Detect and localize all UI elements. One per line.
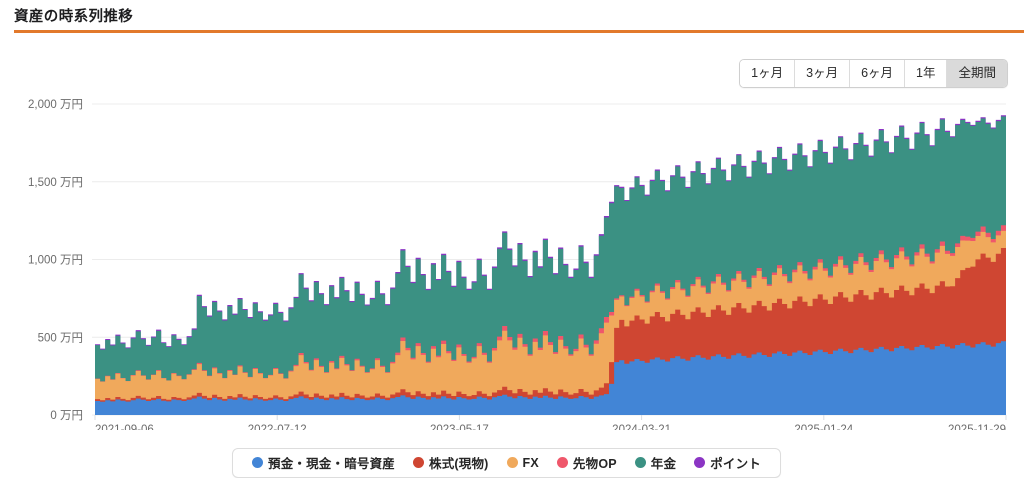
legend-swatch-futures-options	[556, 457, 568, 468]
legend-swatch-fx	[506, 457, 518, 468]
x-axis-tick-label: 2022-07-12	[248, 424, 307, 430]
legend-item-pension[interactable]: 年金	[634, 453, 677, 472]
x-axis-tick-label: 2021-09-06	[95, 424, 154, 430]
y-axis-tick-label: 1,500 万円	[28, 177, 83, 189]
title-accent-divider	[14, 30, 1024, 33]
chart-plot-area[interactable]: 0 万円 500 万円 1,000 万円 1,500 万円 2,000 万円 2021-…	[0, 90, 1024, 430]
legend-label-pension: 年金	[650, 457, 677, 471]
y-axis-tick-label: 2,000 万円	[28, 99, 83, 111]
chart-legend[interactable]: 預金・現金・暗号資産 株式(現物) FX 先物OP 年金 ポイント	[232, 448, 782, 478]
page-title: 資産の時系列推移	[14, 9, 134, 25]
stacked-area-chart[interactable]: 0 万円 500 万円 1,000 万円 1,500 万円 2,000 万円 2021-…	[0, 90, 1024, 430]
y-axis-ticks: 0 万円 500 万円 1,000 万円 1,500 万円 2,000 万円	[28, 99, 83, 422]
legend-label-deposit: 預金・現金・暗号資産	[268, 457, 396, 471]
legend-label-fx: FX	[522, 455, 539, 470]
x-axis-tick-label: 2024-03-21	[612, 424, 671, 430]
legend-label-futures-options: 先物OP	[572, 457, 617, 471]
range-button-1m[interactable]: 1ヶ月	[740, 60, 795, 88]
legend-item-deposit[interactable]: 預金・現金・暗号資産	[252, 453, 395, 472]
legend-swatch-stocks	[413, 457, 425, 468]
legend-swatch-pension	[634, 457, 646, 468]
legend-label-stocks: 株式(現物)	[429, 457, 489, 471]
area-series	[95, 341, 1006, 415]
area-series-group	[95, 115, 1006, 415]
y-axis-tick-label: 500 万円	[38, 332, 83, 344]
x-axis-tick-label: 2025-11-29	[948, 424, 1006, 430]
y-axis-tick-label: 1,000 万円	[28, 255, 83, 267]
range-button-all[interactable]: 全期間	[946, 60, 1007, 88]
range-button-3m[interactable]: 3ヶ月	[794, 60, 850, 88]
legend-swatch-deposit	[252, 457, 263, 468]
range-button-1y[interactable]: 1年	[904, 60, 947, 88]
legend-item-futures-options[interactable]: 先物OP	[556, 453, 617, 472]
card-header: 資産の時系列推移	[0, 0, 1024, 34]
x-axis-ticks: 2021-09-06 2022-07-12 2023-05-17 2024-03-21…	[94, 415, 1007, 430]
legend-label-points: ポイント	[710, 457, 762, 471]
range-button-6m[interactable]: 6ヶ月	[849, 60, 905, 88]
y-axis-tick-label: 0 万円	[50, 410, 83, 422]
x-axis-tick-label: 2025-01-24	[794, 424, 853, 430]
x-axis-tick-label: 2023-05-17	[430, 424, 489, 430]
legend-item-fx[interactable]: FX	[506, 455, 539, 470]
legend-item-points[interactable]: ポイント	[694, 453, 761, 472]
range-button-group[interactable]: 1ヶ月 3ヶ月 6ヶ月 1年 全期間	[739, 59, 1008, 89]
legend-item-stocks[interactable]: 株式(現物)	[413, 453, 489, 472]
legend-swatch-points	[694, 457, 706, 468]
